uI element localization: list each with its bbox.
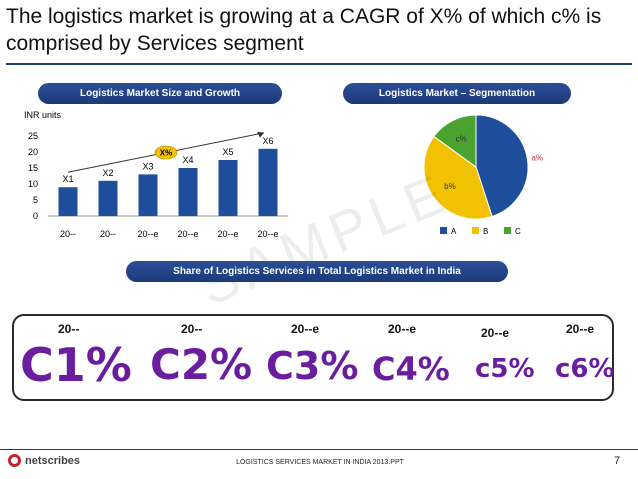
- brand-icon: [8, 454, 21, 467]
- brand-name: netscribes: [25, 454, 81, 467]
- y-tick-label-5: 25: [28, 131, 38, 141]
- y-tick-label-4: 20: [28, 147, 38, 157]
- x-tick-label-4: 20--e: [177, 229, 198, 239]
- pie-label-b: b%: [444, 182, 456, 191]
- bar-label-1: X1: [62, 174, 73, 184]
- bar-label-5: X5: [222, 147, 233, 157]
- footer-text: LOGISTICS SERVICES MARKET IN INDIA 2013.…: [236, 459, 404, 466]
- pie-label-a: a%: [531, 153, 543, 162]
- bar-5: [218, 160, 238, 216]
- y-tick-label-3: 15: [28, 163, 38, 173]
- legend-swatch-b: [472, 227, 479, 234]
- bar-label-4: X4: [182, 155, 193, 165]
- bar-4: [178, 168, 198, 216]
- legend-label-a: A: [451, 227, 457, 236]
- bar-label-2: X2: [102, 168, 113, 178]
- y-tick-label-1: 5: [33, 195, 38, 205]
- cagr-badge: [154, 145, 178, 160]
- cagr-label: X%: [160, 149, 172, 158]
- pie-slice-c: [433, 114, 477, 168]
- bar-1: [58, 187, 78, 216]
- brand-logo: netscribes: [8, 454, 80, 467]
- share-panel: [12, 314, 614, 401]
- pie-slice-a: [475, 114, 529, 218]
- share-year-3: 20--e: [291, 322, 320, 336]
- share-year-4: 20--e: [388, 322, 417, 336]
- share-year-2: 20--: [181, 322, 203, 336]
- title-divider: [6, 63, 632, 65]
- pie-chart-header: Logistics Market – Segmentation: [343, 83, 571, 104]
- bar-chart-header: Logistics Market Size and Growth: [38, 83, 282, 104]
- x-tick-label-3: 20--e: [137, 229, 158, 239]
- page-number: 7: [614, 455, 621, 467]
- x-tick-label-5: 20--e: [217, 229, 238, 239]
- x-tick-label-6: 20--e: [257, 229, 278, 239]
- y-tick-label-0: 0: [33, 211, 38, 221]
- share-value-4: C4%: [372, 350, 450, 388]
- x-tick-label-1: 20--: [60, 229, 76, 239]
- share-year-6: 20--e: [566, 322, 595, 336]
- bar-2: [98, 180, 118, 216]
- share-value-2: C2%: [150, 340, 253, 389]
- share-header: Share of Logistics Services in Total Log…: [126, 261, 508, 282]
- pie-label-c: c%: [456, 134, 467, 143]
- legend-swatch-a: [440, 227, 447, 234]
- bar-chart: INR units 0 5 10 15 20 25 X1 20-- X2 20-- X3 20--e X4…: [24, 110, 288, 239]
- share-value-1: C1%: [20, 338, 132, 392]
- bar-6: [258, 148, 278, 216]
- x-tick-label-2: 20--: [100, 229, 116, 239]
- share-year-5: 20--e: [481, 326, 510, 340]
- share-value-5: c5%: [475, 354, 535, 384]
- legend-label-c: C: [515, 227, 521, 236]
- share-year-1: 20--: [58, 322, 80, 336]
- pie-slice-b: [423, 135, 493, 220]
- bar-label-6: X6: [262, 136, 273, 146]
- bar-3: [138, 174, 158, 216]
- pie-chart: a% b% c% A B C: [423, 114, 543, 236]
- slide-title: The logistics market is growing at a CAG…: [6, 5, 602, 55]
- legend-swatch-c: [504, 227, 511, 234]
- share-value-6: c6%: [555, 354, 615, 384]
- unit-label: INR units: [24, 110, 62, 120]
- bar-label-3: X3: [142, 161, 153, 171]
- legend-label-b: B: [483, 227, 488, 236]
- share-value-3: C3%: [266, 344, 359, 388]
- footer-divider: [0, 449, 638, 450]
- cagr-arrow-head: [257, 131, 264, 138]
- y-tick-label-2: 10: [28, 179, 38, 189]
